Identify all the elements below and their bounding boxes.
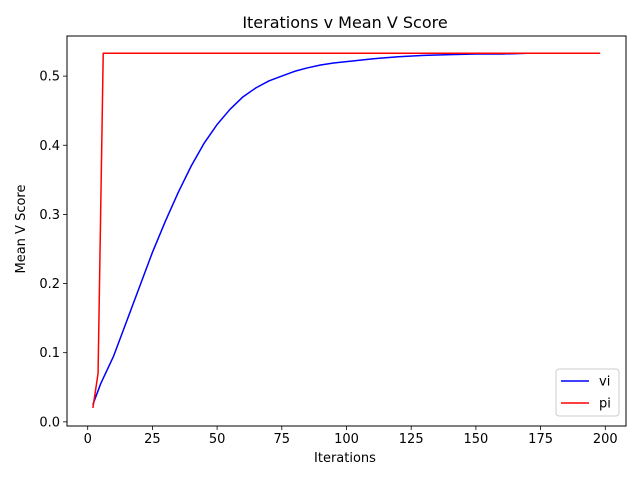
x-tick-label: 150 [463,432,488,447]
legend-label-vi: vi [599,375,610,390]
x-tick-label: 125 [399,432,424,447]
y-tick-label: 0.5 [39,70,60,85]
plot-area [66,35,627,427]
chart-title: Iterations v Mean V Score [242,13,447,32]
x-tick-label: 75 [274,432,291,447]
x-tick-label: 200 [593,432,618,447]
y-tick-label: 0.0 [39,415,60,430]
x-tick-label: 50 [209,432,226,447]
series-lines [92,52,601,409]
series-line-pi [92,52,601,409]
y-tick-label: 0.2 [39,277,60,292]
x-tick-label: 175 [528,432,553,447]
legend-label-pi: pi [599,397,611,412]
legend: vi pi [555,368,620,417]
y-axis-title: Mean V Score [14,185,29,274]
y-tick-label: 0.1 [39,346,60,361]
y-tick-label: 0.4 [39,139,60,154]
y-tick-label: 0.3 [39,208,60,223]
x-axis-title: Iterations [314,451,376,466]
x-tick-label: 0 [84,432,92,447]
x-tick-label: 100 [334,432,359,447]
y-axis-ticks: 0.0 0.1 0.2 0.3 0.4 0.5 [39,70,67,430]
x-axis-ticks: 0 25 50 75 100 125 150 175 200 [84,426,618,447]
x-tick-label: 25 [144,432,161,447]
